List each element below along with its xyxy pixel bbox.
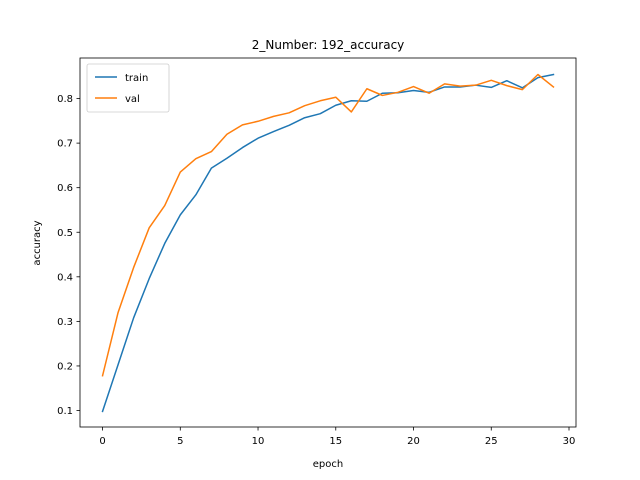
data-point-val-24 xyxy=(475,85,476,86)
data-point-val-1 xyxy=(117,312,118,313)
data-point-train-20 xyxy=(413,90,414,91)
x-tick-label-5: 5 xyxy=(177,436,183,447)
x-tick-label-0: 0 xyxy=(99,436,105,447)
data-point-val-11 xyxy=(273,116,274,117)
data-point-train-16 xyxy=(351,100,352,101)
data-point-train-10 xyxy=(257,138,258,139)
data-point-train-12 xyxy=(289,125,290,126)
data-point-val-22 xyxy=(444,83,445,84)
data-point-val-8 xyxy=(226,134,227,135)
data-point-val-25 xyxy=(491,80,492,81)
data-point-val-0 xyxy=(102,375,103,376)
data-point-val-9 xyxy=(242,124,243,125)
x-tick-label-10: 10 xyxy=(252,436,265,447)
data-point-val-29 xyxy=(553,86,554,87)
y-axis-label: accuracy xyxy=(32,220,43,265)
data-point-train-0 xyxy=(102,411,103,412)
y-tick-label-0.2: 0.2 xyxy=(57,361,73,372)
data-point-val-15 xyxy=(335,97,336,98)
data-point-val-21 xyxy=(428,93,429,94)
x-tick-label-25: 25 xyxy=(485,436,498,447)
data-point-train-17 xyxy=(366,101,367,102)
y-tick-label-0.5: 0.5 xyxy=(57,228,73,239)
data-point-val-10 xyxy=(257,121,258,122)
data-point-train-4 xyxy=(164,243,165,244)
y-tick-label-0.3: 0.3 xyxy=(57,317,73,328)
chart-title: 2_Number: 192_accuracy xyxy=(252,38,405,52)
data-point-val-14 xyxy=(320,100,321,101)
data-point-train-9 xyxy=(242,147,243,148)
data-point-train-13 xyxy=(304,117,305,118)
data-point-train-7 xyxy=(211,167,212,168)
data-point-val-13 xyxy=(304,105,305,106)
data-point-val-28 xyxy=(537,74,538,75)
data-point-val-12 xyxy=(289,112,290,113)
x-tick-label-30: 30 xyxy=(563,436,576,447)
plot-area: 0 5 10 15 20 25 30 0.1 0.2 0.3 0.4 0.5 0.6 0.7 0.8 trai… xyxy=(57,57,577,447)
y-tick-label-0.7: 0.7 xyxy=(57,139,73,150)
data-point-val-26 xyxy=(506,85,507,86)
data-point-train-11 xyxy=(273,131,274,132)
data-point-val-18 xyxy=(382,95,383,96)
data-point-val-17 xyxy=(366,88,367,89)
data-point-train-2 xyxy=(133,317,134,318)
data-point-train-29 xyxy=(553,74,554,75)
y-tick-label-0.8: 0.8 xyxy=(57,94,73,105)
data-point-train-14 xyxy=(320,113,321,114)
series-line-train xyxy=(101,73,555,413)
x-tick-label-15: 15 xyxy=(329,436,342,447)
data-point-val-27 xyxy=(522,89,523,90)
data-point-train-5 xyxy=(180,214,181,215)
data-point-val-4 xyxy=(164,205,165,206)
y-tick-label-0.4: 0.4 xyxy=(57,272,73,283)
data-point-train-1 xyxy=(117,364,118,365)
data-point-train-22 xyxy=(444,86,445,87)
data-point-train-3 xyxy=(149,278,150,279)
data-point-train-26 xyxy=(506,80,507,81)
data-point-val-20 xyxy=(413,86,414,87)
x-axis-label: epoch xyxy=(313,459,343,470)
legend-box xyxy=(86,63,170,113)
plot-frame xyxy=(79,57,577,428)
data-point-val-2 xyxy=(133,267,134,268)
y-tick-label-0.6: 0.6 xyxy=(57,183,73,194)
data-point-train-15 xyxy=(335,105,336,106)
data-point-val-7 xyxy=(211,151,212,152)
data-point-train-18 xyxy=(382,93,383,94)
data-point-val-5 xyxy=(180,171,181,172)
data-point-train-6 xyxy=(195,194,196,195)
series-line-val xyxy=(101,73,555,377)
legend-label-train: train xyxy=(125,73,148,84)
data-point-train-25 xyxy=(491,87,492,88)
data-point-val-3 xyxy=(149,227,150,228)
data-point-val-6 xyxy=(195,158,196,159)
data-point-val-23 xyxy=(460,85,461,86)
x-tick-label-20: 20 xyxy=(407,436,420,447)
y-tick-label-0.1: 0.1 xyxy=(57,406,73,417)
legend-label-val: val xyxy=(125,94,140,105)
data-point-val-19 xyxy=(397,92,398,93)
data-point-train-8 xyxy=(226,158,227,159)
data-point-train-28 xyxy=(537,77,538,78)
data-point-val-16 xyxy=(351,111,352,112)
